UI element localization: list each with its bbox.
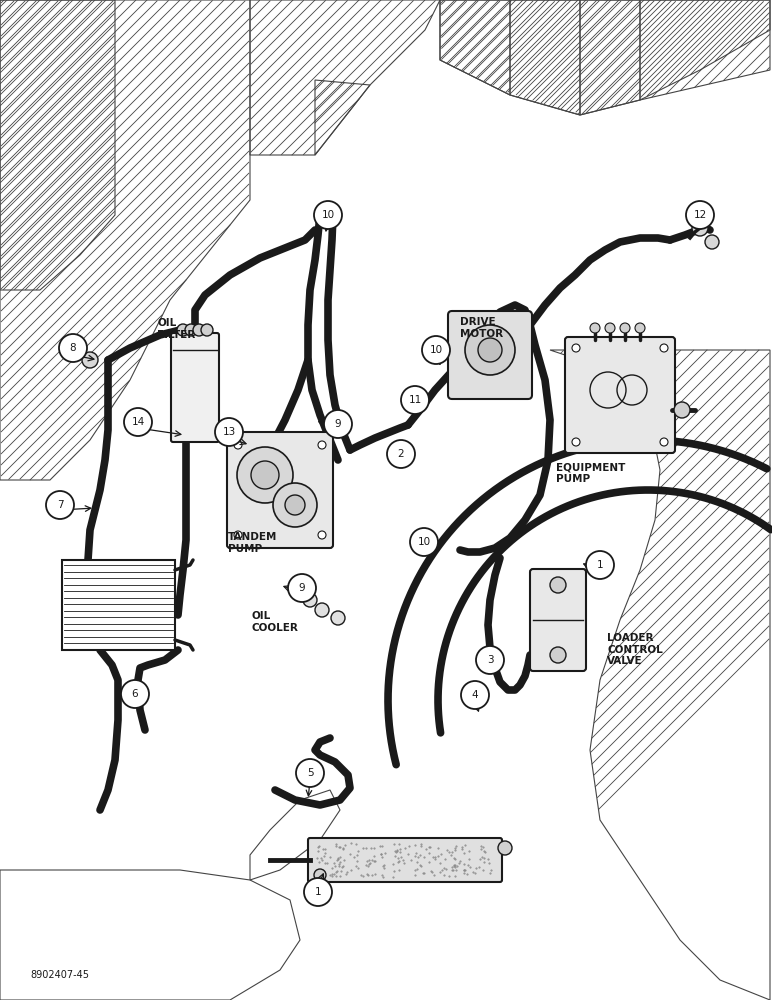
Text: EQUIPMENT
PUMP: EQUIPMENT PUMP	[556, 462, 625, 484]
Circle shape	[476, 646, 504, 674]
Circle shape	[550, 577, 566, 593]
Text: LOADER
CONTROL
VALVE: LOADER CONTROL VALVE	[607, 633, 662, 666]
Text: 12: 12	[693, 210, 706, 220]
Circle shape	[234, 441, 242, 449]
Circle shape	[288, 574, 316, 602]
Circle shape	[705, 235, 719, 249]
Circle shape	[410, 528, 438, 556]
Circle shape	[635, 323, 645, 333]
Circle shape	[572, 344, 580, 352]
Circle shape	[46, 491, 74, 519]
Circle shape	[692, 220, 708, 236]
Text: 10: 10	[321, 210, 334, 220]
FancyBboxPatch shape	[308, 838, 502, 882]
Text: 8902407-45: 8902407-45	[30, 970, 89, 980]
FancyBboxPatch shape	[171, 333, 219, 442]
Circle shape	[387, 440, 415, 468]
Circle shape	[674, 402, 690, 418]
Circle shape	[461, 681, 489, 709]
Circle shape	[550, 647, 566, 663]
Text: 1: 1	[597, 560, 603, 570]
Circle shape	[465, 325, 515, 375]
Text: 13: 13	[222, 427, 235, 437]
Text: DRIVE
MOTOR: DRIVE MOTOR	[460, 317, 503, 339]
Circle shape	[314, 201, 342, 229]
Circle shape	[82, 352, 98, 368]
Text: 9: 9	[335, 419, 341, 429]
Text: 8: 8	[69, 343, 76, 353]
Text: 9: 9	[299, 583, 305, 593]
Circle shape	[315, 603, 329, 617]
Circle shape	[331, 611, 345, 625]
Circle shape	[121, 680, 149, 708]
FancyBboxPatch shape	[227, 432, 333, 548]
Circle shape	[314, 869, 326, 881]
Circle shape	[498, 841, 512, 855]
Circle shape	[586, 551, 614, 579]
Circle shape	[620, 323, 630, 333]
Circle shape	[660, 438, 668, 446]
Circle shape	[590, 323, 600, 333]
Circle shape	[478, 338, 502, 362]
FancyBboxPatch shape	[448, 311, 532, 399]
Circle shape	[318, 531, 326, 539]
Circle shape	[124, 408, 152, 436]
Circle shape	[201, 324, 213, 336]
Text: 7: 7	[56, 500, 63, 510]
Circle shape	[237, 447, 293, 503]
Circle shape	[177, 324, 189, 336]
Circle shape	[605, 323, 615, 333]
Text: 5: 5	[306, 768, 313, 778]
Circle shape	[59, 334, 87, 362]
Text: 3: 3	[486, 655, 493, 665]
Text: 6: 6	[132, 689, 138, 699]
Circle shape	[296, 759, 324, 787]
Text: 1: 1	[315, 887, 321, 897]
Text: TANDEM
PUMP: TANDEM PUMP	[228, 532, 277, 554]
Text: 11: 11	[408, 395, 422, 405]
Circle shape	[215, 418, 243, 446]
Text: 4: 4	[472, 690, 479, 700]
Circle shape	[273, 483, 317, 527]
Text: 10: 10	[429, 345, 442, 355]
Circle shape	[686, 201, 714, 229]
Text: OIL
COOLER: OIL COOLER	[251, 611, 298, 633]
Circle shape	[324, 410, 352, 438]
Circle shape	[293, 583, 307, 597]
Text: OIL
FILTER: OIL FILTER	[157, 318, 195, 340]
FancyBboxPatch shape	[565, 337, 675, 453]
Circle shape	[285, 495, 305, 515]
Circle shape	[303, 593, 317, 607]
Circle shape	[572, 438, 580, 446]
Circle shape	[234, 531, 242, 539]
Circle shape	[422, 336, 450, 364]
Bar	[62, 560, 175, 650]
Text: 2: 2	[398, 449, 405, 459]
Circle shape	[251, 461, 279, 489]
FancyBboxPatch shape	[530, 569, 586, 671]
Text: 14: 14	[131, 417, 144, 427]
Circle shape	[304, 878, 332, 906]
Circle shape	[318, 441, 326, 449]
Text: 10: 10	[418, 537, 431, 547]
Circle shape	[185, 324, 197, 336]
Circle shape	[193, 324, 205, 336]
Circle shape	[660, 344, 668, 352]
Circle shape	[401, 386, 429, 414]
